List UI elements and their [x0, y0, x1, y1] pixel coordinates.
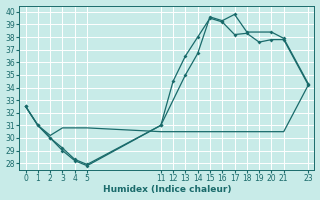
X-axis label: Humidex (Indice chaleur): Humidex (Indice chaleur)	[103, 185, 231, 194]
